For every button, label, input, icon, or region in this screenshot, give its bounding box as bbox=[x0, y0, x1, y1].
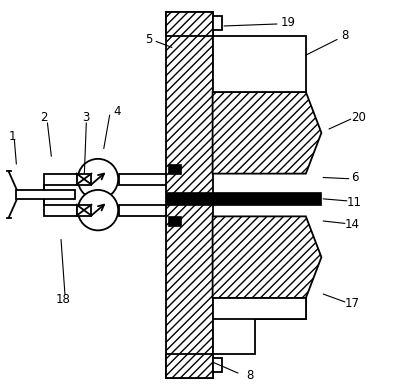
Bar bbox=[213, 16, 222, 30]
Circle shape bbox=[78, 159, 118, 199]
Bar bbox=[76, 205, 92, 216]
Text: 18: 18 bbox=[56, 293, 70, 307]
Bar bbox=[166, 12, 213, 35]
Bar bbox=[119, 205, 166, 216]
Bar bbox=[166, 12, 213, 378]
Bar bbox=[119, 174, 166, 184]
Polygon shape bbox=[43, 174, 76, 199]
Bar bbox=[76, 174, 92, 184]
Text: 2: 2 bbox=[40, 111, 47, 124]
Text: 8: 8 bbox=[246, 369, 253, 382]
Polygon shape bbox=[213, 298, 306, 355]
Text: 4: 4 bbox=[114, 105, 121, 118]
Circle shape bbox=[78, 190, 118, 230]
Text: 19: 19 bbox=[281, 16, 296, 28]
Bar bbox=[16, 190, 75, 199]
Text: 8: 8 bbox=[341, 29, 348, 42]
Text: 11: 11 bbox=[347, 196, 362, 209]
Bar bbox=[168, 164, 181, 174]
Text: 3: 3 bbox=[83, 111, 90, 124]
Bar bbox=[213, 358, 222, 372]
Bar bbox=[166, 355, 213, 378]
Text: 20: 20 bbox=[351, 111, 366, 124]
Polygon shape bbox=[213, 216, 322, 298]
Polygon shape bbox=[213, 92, 322, 174]
Bar bbox=[213, 35, 306, 92]
Text: 6: 6 bbox=[351, 171, 358, 184]
Text: 5: 5 bbox=[145, 33, 152, 46]
Text: 14: 14 bbox=[345, 218, 360, 230]
Polygon shape bbox=[43, 190, 76, 216]
Polygon shape bbox=[213, 298, 306, 319]
Bar bbox=[168, 216, 181, 226]
Text: 17: 17 bbox=[345, 297, 360, 310]
Bar bbox=[166, 192, 322, 205]
Text: 1: 1 bbox=[9, 130, 16, 143]
